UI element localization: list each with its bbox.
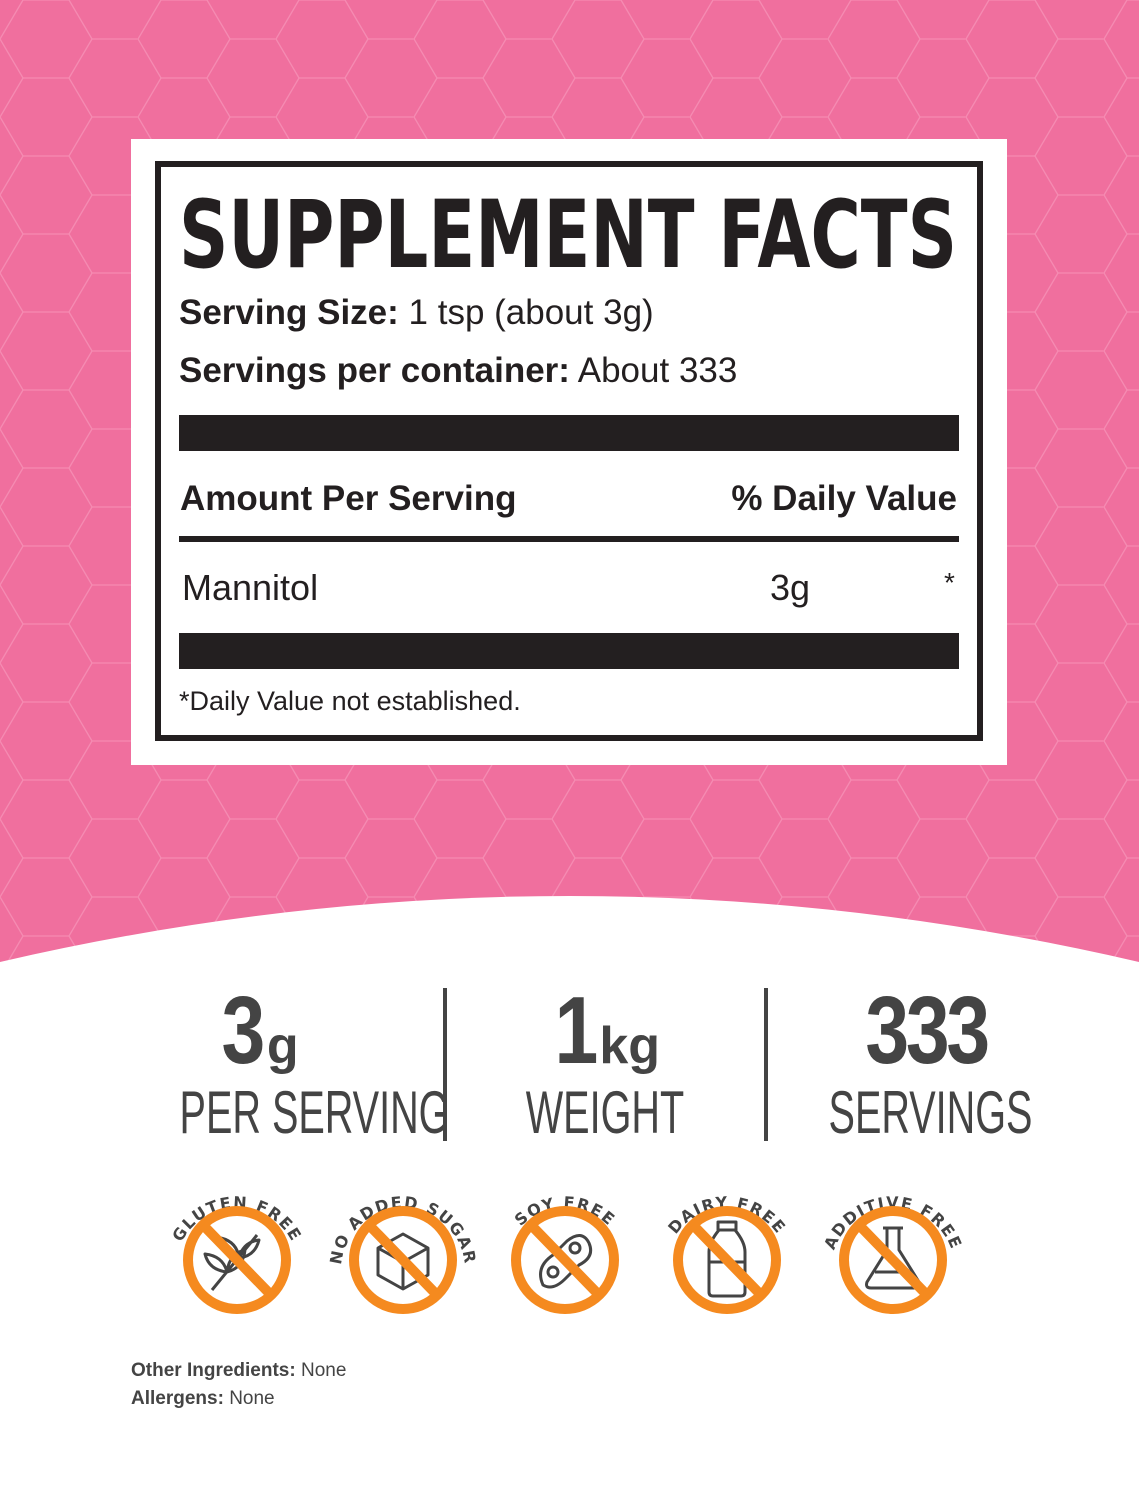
prohibited-circle-icon [511,1206,619,1314]
footnote: *Daily Value not established. [179,686,521,716]
ingredient-dv: * [944,567,955,598]
allergens-value: None [229,1388,275,1409]
prohibited-slash-icon [365,1221,441,1299]
soybean-icon [539,1234,593,1289]
stat-divider [764,988,768,1141]
badge-gluten-free: GLUTEN FREE [168,1193,304,1314]
servings-per-container: Servings per container: About 333 [179,351,737,391]
facts-title: SUPPLEMENT FACTS [179,187,957,277]
other-ingredients-label: Other Ingredients: [131,1360,296,1381]
prohibited-circle-icon [673,1206,781,1314]
stat-number: 3 [221,977,266,1084]
ingredient-amount: 3g [770,567,811,608]
stat-number: 333 [865,977,990,1084]
stat-number: 1 [554,977,598,1084]
thick-divider [179,415,959,451]
ingredient-name: Mannitol [182,567,319,608]
badge-additive-free: ADDITIVE FREE [820,1193,964,1314]
stat-weight-value: 1kg [455,981,755,1081]
prohibited-slash-icon [855,1221,931,1299]
other-ingredients: Other Ingredients: None [131,1360,346,1382]
daily-value-header: % Daily Value [731,479,957,518]
servings-label: Servings per container: [179,351,570,390]
allergens-label: Allergens: [131,1388,224,1409]
stat-servings-value: 333 [776,981,1076,1081]
other-ingredients-value: None [300,1360,347,1381]
stat-servings-label: SERVINGS [776,1081,1076,1145]
servings-value: About 333 [577,351,738,390]
stat-label: WEIGHT [525,1079,685,1146]
stat-divider [443,988,447,1141]
stat-label: SERVINGS [828,1079,1033,1146]
stat-weight-label: WEIGHT [455,1081,755,1145]
stat-per-serving-label: PER SERVING [110,1081,450,1145]
serving-size-label: Serving Size: [179,293,399,332]
thick-divider-bottom [179,633,959,669]
stat-label: PER SERVING [179,1079,450,1146]
prohibited-slash-icon [199,1221,275,1299]
prohibited-circle-icon [183,1206,291,1314]
prohibited-circle-icon [349,1206,457,1314]
prohibited-circle-icon [839,1206,947,1314]
medium-divider [179,536,959,542]
facts-title-text: SUPPLEMENT FACTS [179,187,957,277]
supplement-facts-panel: SUPPLEMENT FACTS Serving Size: 1 tsp (ab… [131,139,1007,765]
stat-unit: g [266,1017,299,1075]
badge-dairy-free: DAIRY FREE [664,1193,788,1314]
prohibited-slash-icon [527,1221,603,1299]
badge-soy-free: SOY FREE [511,1193,619,1314]
facts-border [155,161,983,741]
serving-size-value: 1 tsp (about 3g) [408,293,654,332]
allergens: Allergens: None [131,1388,275,1410]
serving-size: Serving Size: 1 tsp (about 3g) [179,293,654,333]
stat-per-serving-value: 3g [110,981,406,1081]
amount-per-serving-header: Amount Per Serving [180,479,517,518]
badge-no-added-sugar: NO ADDED SUGAR [326,1193,478,1314]
stat-unit: kg [599,1017,661,1075]
prohibited-slash-icon [689,1221,765,1299]
wheat-icon [203,1234,261,1291]
